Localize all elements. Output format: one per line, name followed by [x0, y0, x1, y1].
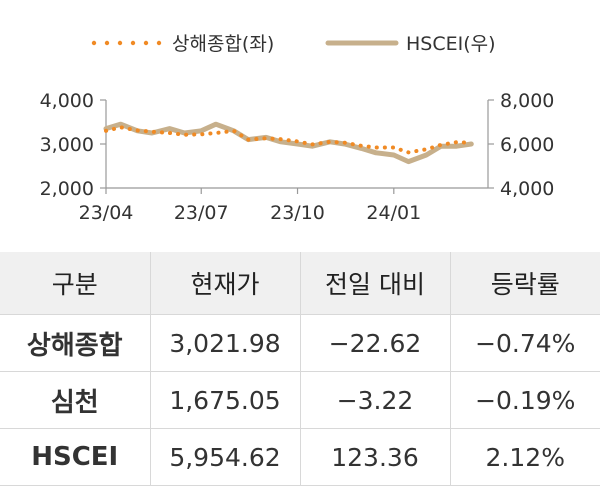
- row-price: 5,954.62: [150, 429, 300, 486]
- y-right-tick-label: 4,000: [500, 178, 554, 200]
- row-price: 1,675.05: [150, 372, 300, 429]
- row-name: 상해종합: [0, 315, 150, 372]
- y-right-tick-label: 8,000: [500, 90, 554, 112]
- row-name: 심천: [0, 372, 150, 429]
- col-header-pct: 등락률: [450, 252, 600, 315]
- table-row: 상해종합 3,021.98 −22.62 −0.74%: [0, 315, 600, 372]
- row-change: −3.22: [300, 372, 450, 429]
- col-header-price: 현재가: [150, 252, 300, 315]
- row-pct: 2.12%: [450, 429, 600, 486]
- y-left-tick-label: 2,000: [40, 178, 94, 200]
- row-name: HSCEI: [0, 429, 150, 486]
- y-left-tick-label: 4,000: [40, 90, 94, 112]
- series-line-hscei: [106, 124, 471, 161]
- row-pct: −0.74%: [450, 315, 600, 372]
- table-row: HSCEI 5,954.62 123.36 2.12%: [0, 429, 600, 486]
- legend-label-shanghai: 상해종합(좌): [172, 33, 274, 55]
- y-left-tick-label: 3,000: [40, 134, 94, 156]
- row-pct: −0.19%: [450, 372, 600, 429]
- series-line-shanghai: [106, 127, 471, 152]
- y-right-tick-label: 6,000: [500, 134, 554, 156]
- col-header-change: 전일 대비: [300, 252, 450, 315]
- row-price: 3,021.98: [150, 315, 300, 372]
- chart-legend: 상해종합(좌) HSCEI(우): [92, 33, 496, 55]
- index-line-chart: 상해종합(좌) HSCEI(우) 2,000 3,000 4,000 4,000 6,…: [0, 0, 600, 245]
- table-row: 심천 1,675.05 −3.22 −0.19%: [0, 372, 600, 429]
- legend-label-hscei: HSCEI(우): [406, 33, 496, 55]
- x-tick-label: 23/04: [79, 202, 134, 224]
- x-tick-label: 23/10: [270, 202, 325, 224]
- col-header-category: 구분: [0, 252, 150, 315]
- row-change: 123.36: [300, 429, 450, 486]
- x-tick-label: 24/01: [366, 202, 421, 224]
- legend-marker-shanghai: [92, 41, 161, 45]
- row-change: −22.62: [300, 315, 450, 372]
- x-tick-label: 23/07: [174, 202, 229, 224]
- index-quote-table: 구분 현재가 전일 대비 등락률 상해종합 3,021.98 −22.62 −0…: [0, 252, 600, 486]
- table-header-row: 구분 현재가 전일 대비 등락률: [0, 252, 600, 315]
